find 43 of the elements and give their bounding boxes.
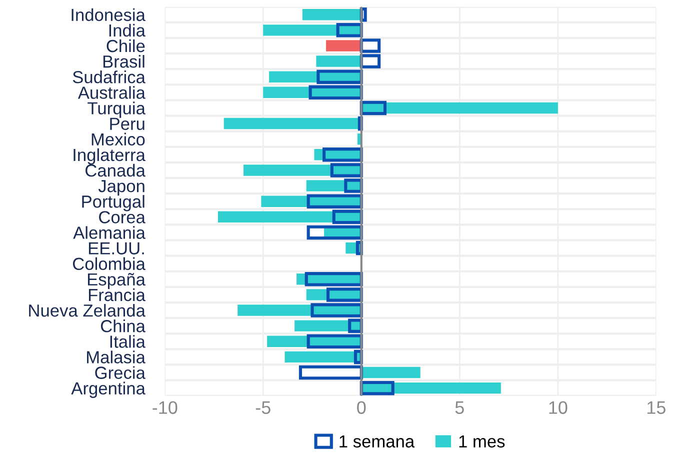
- y-tick-label: Japon: [98, 180, 144, 196]
- y-tick-label: Portugal: [82, 195, 144, 212]
- bar: [361, 366, 420, 378]
- x-tick-label: -5: [256, 401, 270, 414]
- bar: [294, 320, 362, 332]
- bar: [243, 164, 362, 176]
- bar: [284, 351, 362, 363]
- y-tick-label: Brasil: [103, 55, 144, 68]
- bar: [218, 211, 362, 222]
- y-tick-label: Indonesia: [72, 8, 146, 22]
- y-tick-label: EE.UU.: [88, 242, 144, 254]
- y-tick-label: Italia: [110, 335, 146, 348]
- y-tick-label: India: [109, 24, 146, 37]
- y-tick-label: Corea: [99, 211, 146, 224]
- y-tick-label: Francia: [88, 288, 146, 302]
- bar: [326, 40, 362, 52]
- y-tick-label: Malasia: [87, 350, 146, 364]
- y-tick-label: Nueva Zelanda: [29, 304, 146, 317]
- x-tick-label: 0: [357, 401, 366, 414]
- legend-label: 1 mes: [459, 435, 505, 448]
- bar: [316, 56, 362, 67]
- x-tick-label: -10: [152, 401, 178, 414]
- y-tick-label: Peru: [110, 118, 144, 130]
- y-tick-label: Colombia: [72, 257, 146, 270]
- x-tick-label: 5: [455, 401, 464, 414]
- y-tick-label: Canada: [86, 164, 146, 177]
- x-tick-label: 10: [549, 401, 568, 414]
- y-tick-label: Chile: [106, 39, 145, 52]
- legend-label: 1 semana: [340, 435, 415, 448]
- bar: [361, 102, 558, 114]
- y-tick-label: China: [100, 320, 146, 332]
- x-tick-label: 15: [648, 401, 666, 414]
- y-tick-label: Turquia: [88, 102, 146, 118]
- bar: [361, 382, 501, 394]
- y-tick-label: Australia: [78, 86, 146, 99]
- bar: [302, 9, 362, 20]
- y-tick-label: Sudafrica: [72, 70, 146, 84]
- y-tick-label: Argentina: [71, 382, 146, 398]
- y-tick-label: España: [88, 272, 146, 290]
- y-tick-label: Grecia: [95, 366, 146, 379]
- y-tick-label: Inglaterra: [74, 148, 146, 165]
- y-tick-label: Alemania: [73, 226, 146, 239]
- y-tick-label: Mexico: [92, 132, 145, 146]
